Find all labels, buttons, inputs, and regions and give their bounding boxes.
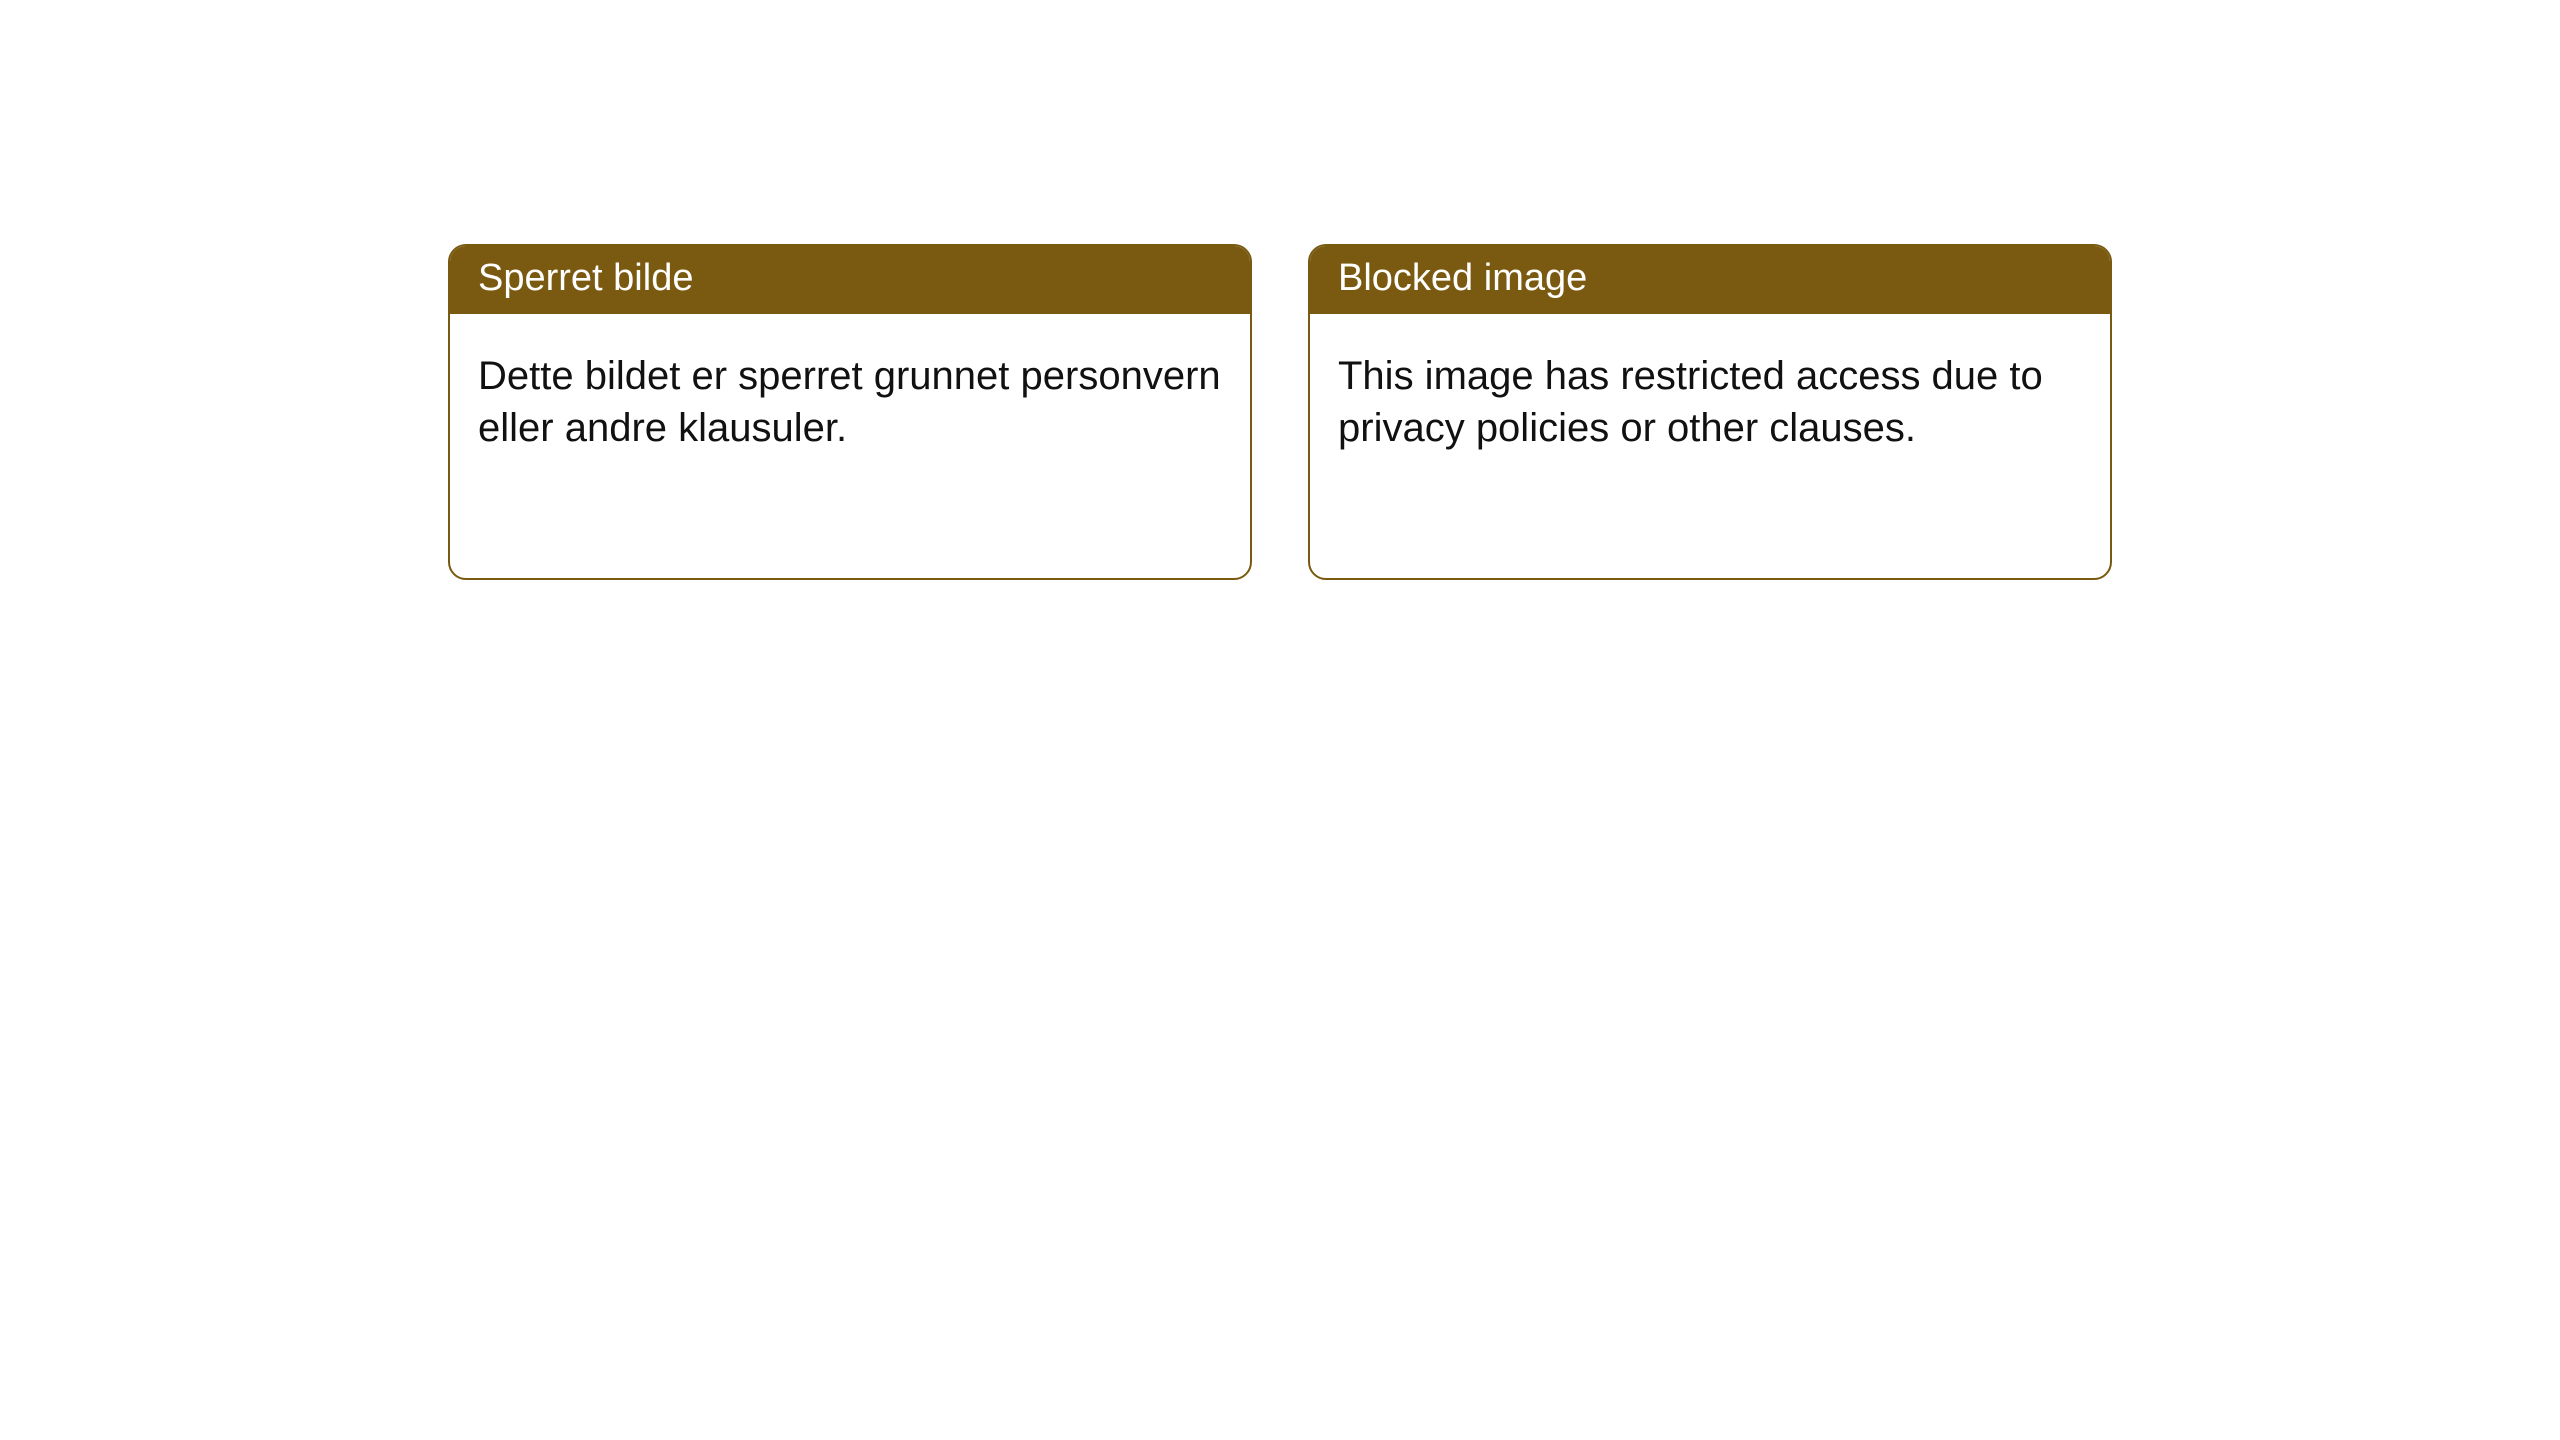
notice-card-title: Sperret bilde [450,246,1250,314]
notice-card-body: Dette bildet er sperret grunnet personve… [450,314,1250,490]
notice-card-title: Blocked image [1310,246,2110,314]
notice-container: Sperret bilde Dette bildet er sperret gr… [0,0,2560,580]
notice-card-english: Blocked image This image has restricted … [1308,244,2112,580]
notice-card-body: This image has restricted access due to … [1310,314,2110,490]
notice-card-norwegian: Sperret bilde Dette bildet er sperret gr… [448,244,1252,580]
